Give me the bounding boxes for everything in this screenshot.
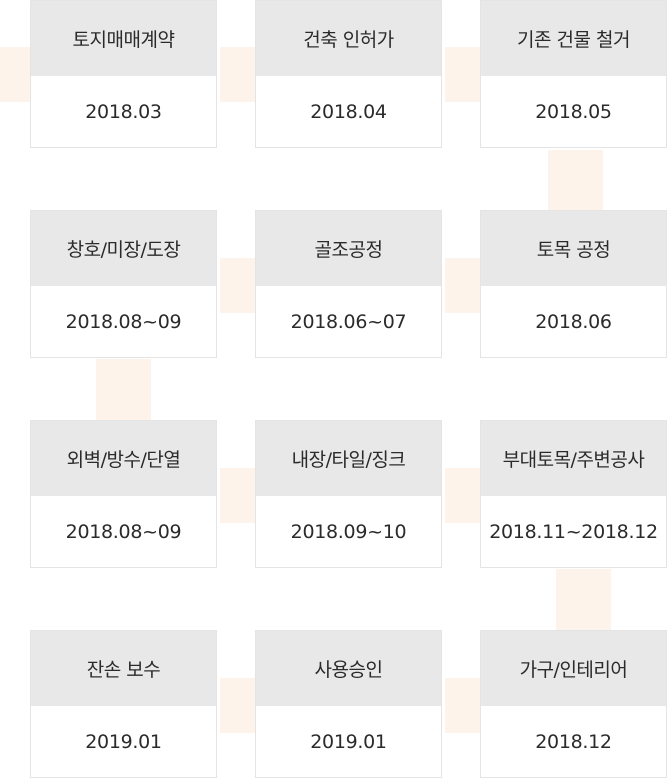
step-date: 2018.06 (535, 311, 612, 333)
step-title: 사용승인 (256, 631, 441, 706)
step-card: 외벽/방수/단열 2018.08~09 (30, 420, 217, 568)
step-card: 창호/미장/도장 2018.08~09 (30, 210, 217, 358)
connector (556, 569, 611, 630)
step-title: 잔손 보수 (31, 631, 216, 706)
step-date: 2018.05 (535, 101, 612, 123)
connector (0, 47, 30, 102)
step-card: 잔손 보수 2019.01 (30, 630, 217, 778)
step-title: 부대토목/주변공사 (481, 421, 666, 496)
step-card: 내장/타일/징크 2018.09~10 (255, 420, 442, 568)
step-date: 2019.01 (310, 731, 387, 753)
connector (220, 47, 255, 102)
connector (96, 359, 151, 420)
step-date: 2018.08~09 (65, 521, 182, 543)
step-date: 2018.03 (85, 101, 162, 123)
step-date: 2018.09~10 (290, 521, 407, 543)
connector (220, 258, 255, 313)
step-title: 골조공정 (256, 211, 441, 286)
step-title: 창호/미장/도장 (31, 211, 216, 286)
step-title: 외벽/방수/단열 (31, 421, 216, 496)
step-title: 내장/타일/징크 (256, 421, 441, 496)
step-date: 2018.04 (310, 101, 387, 123)
step-title: 가구/인테리어 (481, 631, 666, 706)
step-date: 2018.06~07 (290, 311, 407, 333)
step-title: 토지매매계약 (31, 1, 216, 76)
step-title: 건축 인허가 (256, 1, 441, 76)
step-title: 기존 건물 철거 (481, 1, 666, 76)
step-card: 가구/인테리어 2018.12 (480, 630, 667, 778)
step-date: 2019.01 (85, 731, 162, 753)
connector (548, 150, 603, 210)
connector (445, 468, 480, 523)
connector (220, 678, 255, 733)
step-card: 기존 건물 철거 2018.05 (480, 0, 667, 148)
connector (445, 258, 480, 313)
step-card: 토지매매계약 2018.03 (30, 0, 217, 148)
step-date: 2018.11~2018.12 (489, 521, 658, 543)
step-date: 2018.12 (535, 731, 612, 753)
connector (445, 678, 480, 733)
step-title: 토목 공정 (481, 211, 666, 286)
step-card: 토목 공정 2018.06 (480, 210, 667, 358)
connector (445, 47, 480, 102)
connector (220, 468, 255, 523)
step-card: 부대토목/주변공사 2018.11~2018.12 (480, 420, 667, 568)
step-card: 사용승인 2019.01 (255, 630, 442, 778)
step-card: 골조공정 2018.06~07 (255, 210, 442, 358)
step-card: 건축 인허가 2018.04 (255, 0, 442, 148)
step-date: 2018.08~09 (65, 311, 182, 333)
